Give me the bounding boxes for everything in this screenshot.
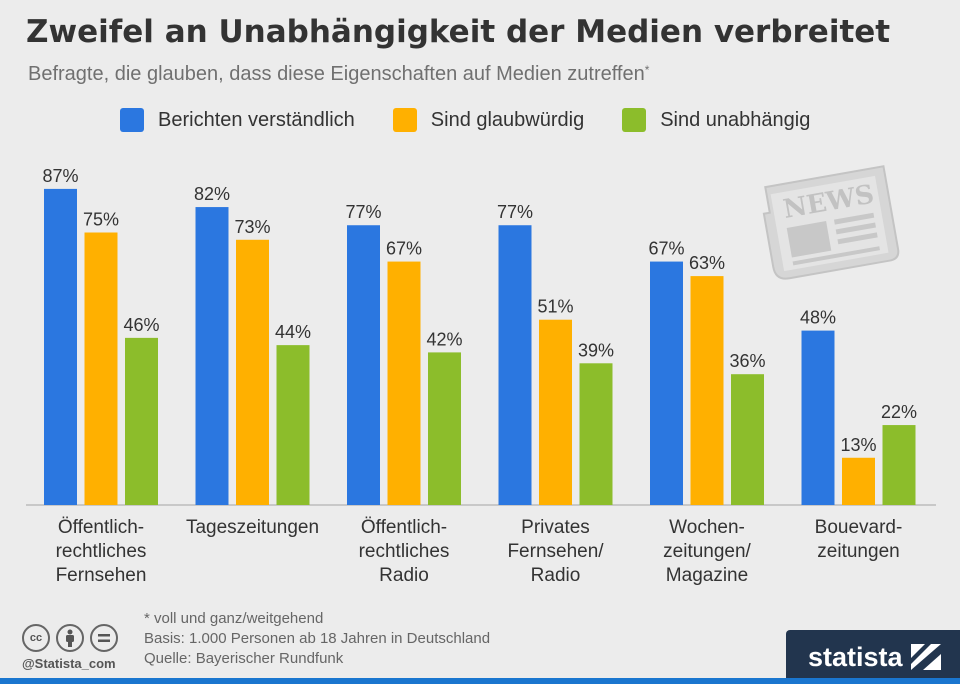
category-label: Fernsehen/ xyxy=(507,541,604,562)
footnote-line: Quelle: Bayerischer Rundfunk xyxy=(144,650,344,667)
bar xyxy=(650,261,683,505)
bars-group: 87%75%46%82%73%44%77%67%42%77%51%39%67%6… xyxy=(42,166,917,505)
bar-value-label: 46% xyxy=(123,315,159,335)
category-label: rechtliches xyxy=(56,541,147,562)
bar-value-label: 75% xyxy=(83,210,119,230)
category-label: Bouevard- xyxy=(815,517,903,538)
bar xyxy=(579,363,613,505)
nd-icon[interactable] xyxy=(90,624,118,652)
category-label: Privates xyxy=(521,517,590,538)
legend-swatch-blue xyxy=(120,108,144,132)
bar xyxy=(801,330,835,505)
bar xyxy=(842,457,875,505)
bar xyxy=(539,319,572,505)
category-label: Öffentlich- xyxy=(361,517,447,538)
bar-value-label: 44% xyxy=(275,322,311,342)
statista-mark-icon xyxy=(910,644,941,670)
footnote-line: * voll und ganz/weitgehend xyxy=(144,610,324,627)
category-label: Tageszeitungen xyxy=(186,517,319,538)
bar-value-label: 63% xyxy=(689,253,725,273)
footnote: * voll und ganz/weitgehend Basis: 1.000 … xyxy=(144,609,490,669)
bar xyxy=(125,337,158,505)
bar xyxy=(690,276,724,505)
bar-chart: 87%75%46%82%73%44%77%67%42%77%51%39%67%6… xyxy=(26,166,936,586)
bar-value-label: 51% xyxy=(537,297,573,317)
bottom-accent-bar xyxy=(0,678,960,684)
legend-label: Sind glaubwürdig xyxy=(430,108,585,131)
bar-value-label: 48% xyxy=(800,308,836,328)
bar-value-label: 82% xyxy=(194,184,230,204)
newspaper-icon: NEWS xyxy=(762,165,900,280)
bar-value-label: 42% xyxy=(426,329,462,349)
legend-label: Sind unabhängig xyxy=(660,108,811,131)
bar-value-label: 77% xyxy=(345,202,381,222)
category-labels-group: Öffentlich-rechtliches Fernsehen Tageszeit… xyxy=(56,517,903,586)
category-label: Magazine xyxy=(666,565,748,586)
legend-item-unabhaengig: Sind unabhängig xyxy=(622,108,810,132)
bar xyxy=(731,374,764,505)
license-icons: cc xyxy=(22,624,118,652)
cc-icon[interactable]: cc xyxy=(22,624,50,652)
legend-swatch-green xyxy=(622,108,647,132)
bar xyxy=(84,232,118,505)
bar xyxy=(428,352,461,505)
bar xyxy=(498,225,532,505)
legend-label: Berichten verständlich xyxy=(158,108,355,131)
bar xyxy=(387,261,421,505)
bar xyxy=(44,188,77,505)
footnote-line: Basis: 1.000 Personen ab 18 Jahren in De… xyxy=(144,630,491,647)
category-label: rechtliches xyxy=(359,541,450,562)
chart-subtitle: Befragte, die glauben, dass diese Eigens… xyxy=(28,63,649,86)
bar xyxy=(882,425,916,505)
bar-value-label: 36% xyxy=(729,351,765,371)
by-icon[interactable] xyxy=(56,624,84,652)
chart-title: Zweifel an Unabhängigkeit der Medien ver… xyxy=(26,14,891,50)
subtitle-asterisk: * xyxy=(644,63,650,77)
bar xyxy=(276,345,310,505)
statista-logo[interactable]: statista xyxy=(786,630,960,684)
bar-value-label: 22% xyxy=(881,402,917,422)
bar-value-label: 13% xyxy=(840,435,876,455)
category-label: Wochen- xyxy=(669,517,745,538)
legend: Berichten verständlich Sind glaubwürdig … xyxy=(120,108,848,132)
bar-value-label: 73% xyxy=(234,217,270,237)
category-label: zeitungen/ xyxy=(663,541,751,562)
category-label: Radio xyxy=(379,565,429,586)
statista-handle[interactable]: @Statista_com xyxy=(22,656,116,671)
legend-item-glaubwuerdig: Sind glaubwürdig xyxy=(392,108,585,132)
bar-value-label: 67% xyxy=(386,239,422,259)
bar-value-label: 39% xyxy=(578,340,614,360)
bar xyxy=(236,239,269,505)
subtitle-text: Befragte, die glauben, dass diese Eigens… xyxy=(28,63,645,85)
category-label: Fernsehen xyxy=(56,565,147,586)
brand-name: statista xyxy=(808,641,903,672)
bar-value-label: 67% xyxy=(648,239,684,259)
legend-item-verstaendlich: Berichten verständlich xyxy=(120,108,355,132)
bar xyxy=(195,207,229,505)
category-label: zeitungen xyxy=(817,541,899,562)
category-label: Radio xyxy=(531,565,581,586)
category-label: Öffentlich- xyxy=(58,517,144,538)
bar-value-label: 77% xyxy=(497,202,533,222)
bar-value-label: 87% xyxy=(42,166,78,186)
legend-swatch-orange xyxy=(392,108,417,132)
bar xyxy=(347,225,380,505)
